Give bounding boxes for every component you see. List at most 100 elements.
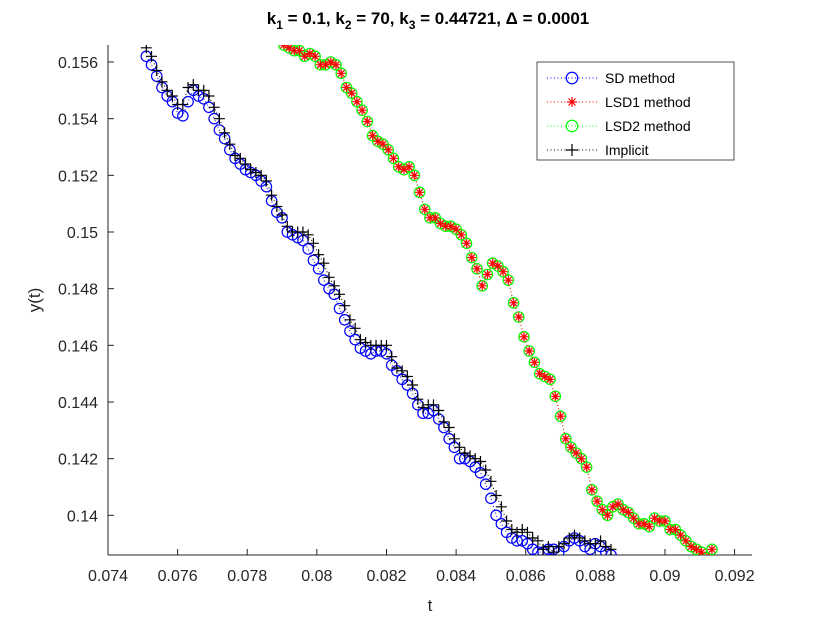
data-point: [519, 332, 529, 342]
data-point: [302, 229, 314, 241]
data-point: [362, 117, 372, 126]
data-point: [454, 441, 466, 453]
x-tick-label: 0.088: [575, 568, 615, 585]
data-point: [354, 334, 366, 346]
x-tick-label: 0.09: [649, 568, 680, 585]
data-point: [331, 60, 341, 70]
data-point: [451, 224, 461, 234]
data-point: [441, 221, 451, 231]
data-point: [307, 237, 319, 249]
data-point: [650, 513, 660, 523]
data-point: [146, 50, 158, 62]
data-point: [681, 536, 691, 546]
data-point: [388, 153, 398, 163]
data-point: [383, 145, 393, 155]
data-point: [529, 357, 539, 367]
data-point: [509, 298, 519, 308]
data-point: [387, 152, 400, 165]
data-point: [514, 312, 524, 322]
data-point: [542, 541, 554, 552]
data-point: [660, 516, 670, 526]
data-point: [613, 499, 623, 509]
data-point: [351, 95, 363, 108]
data-point: [629, 513, 639, 523]
data-point: [368, 131, 378, 141]
data-point: [213, 113, 225, 125]
data-point: [528, 356, 541, 369]
data-point: [323, 271, 335, 283]
data-point: [493, 261, 503, 271]
data-point: [435, 219, 445, 228]
data-point: [471, 263, 483, 275]
data-point: [549, 390, 562, 403]
data-point: [474, 456, 486, 467]
legend: SD method LSD1 method LSD2 method Implicit: [536, 61, 735, 161]
data-point: [318, 257, 330, 269]
data-point: [382, 144, 395, 156]
data-point: [407, 379, 419, 391]
data-point: [347, 88, 357, 98]
data-point: [568, 529, 580, 541]
data-point: [349, 322, 361, 334]
data-point: [639, 519, 649, 529]
data-point: [182, 82, 194, 93]
data-point: [691, 544, 701, 554]
plot-area: [140, 45, 718, 555]
data-point: [208, 101, 220, 113]
data-point: [198, 84, 210, 96]
data-point: [271, 201, 283, 212]
data-point: [482, 270, 492, 279]
data-point: [305, 49, 315, 58]
data-point: [408, 169, 421, 182]
data-point: [313, 249, 325, 261]
data-point: [523, 345, 536, 357]
data-point: [545, 374, 555, 384]
data-point: [240, 158, 252, 170]
data-point: [433, 405, 445, 416]
x-tick-label: 0.074: [88, 568, 128, 585]
data-point: [563, 532, 575, 544]
x-tick-label: 0.086: [506, 568, 546, 585]
data-point: [697, 547, 707, 555]
data-point: [558, 538, 570, 550]
data-point: [469, 453, 481, 465]
data-point: [391, 362, 403, 374]
data-point: [357, 105, 367, 115]
y-tick-label: 0.148: [58, 282, 98, 299]
data-point: [497, 265, 509, 278]
data-point: [575, 452, 588, 465]
data-point: [676, 530, 686, 540]
data-point: [485, 492, 497, 505]
data-point: [464, 450, 476, 462]
data-point: [310, 51, 320, 61]
data-point: [524, 346, 534, 356]
data-point: [655, 516, 665, 526]
data-point: [561, 434, 571, 444]
data-point: [507, 297, 520, 309]
data-point: [151, 65, 163, 76]
data-point: [535, 369, 545, 379]
x-tick-label: 0.084: [436, 568, 476, 585]
data-point: [665, 525, 675, 534]
data-point: [161, 84, 173, 96]
data-point: [177, 110, 189, 122]
data-point: [579, 535, 591, 547]
data-point: [472, 264, 482, 274]
data-point: [703, 553, 711, 555]
legend-marker: [567, 97, 577, 107]
data-point: [608, 502, 618, 512]
data-point: [582, 462, 592, 472]
legend-marker: [565, 119, 579, 133]
data-point: [448, 433, 460, 445]
data-point: [425, 213, 435, 223]
data-point: [336, 68, 346, 78]
data-point: [260, 175, 272, 187]
data-point: [670, 525, 680, 534]
data-point: [644, 522, 654, 532]
data-point: [321, 60, 331, 70]
data-point: [485, 475, 497, 487]
data-point: [361, 115, 374, 128]
data-point: [556, 411, 566, 421]
data-point: [459, 447, 471, 459]
data-point: [399, 165, 409, 175]
